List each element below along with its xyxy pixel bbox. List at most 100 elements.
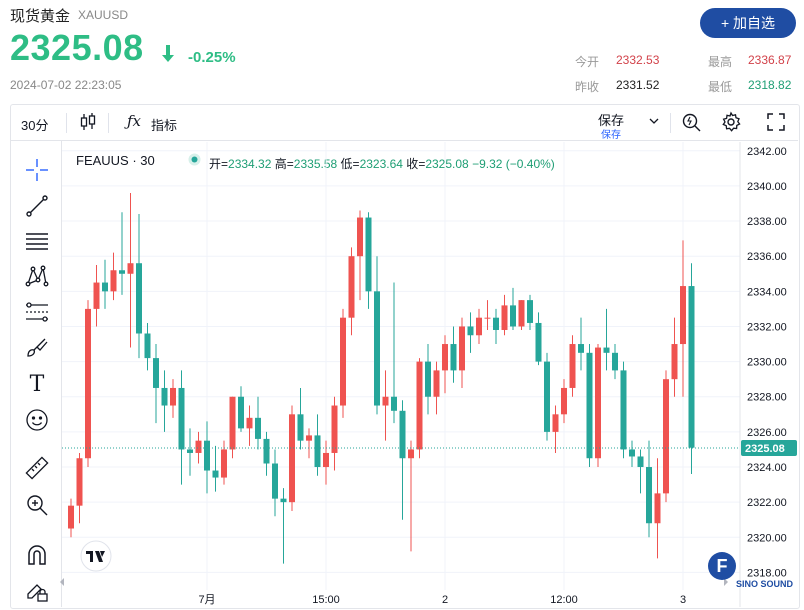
candle-body — [637, 456, 644, 468]
candle-body — [654, 493, 661, 524]
close-label: 收 — [406, 157, 419, 171]
low-label: 最低 — [708, 80, 733, 94]
text-tool-icon[interactable]: T — [29, 371, 45, 397]
y-tick-label: 2338.00 — [747, 216, 787, 228]
candle-body — [323, 452, 329, 468]
candle-body — [314, 435, 321, 468]
candle-body — [399, 410, 406, 459]
ruler-icon[interactable] — [24, 455, 50, 481]
candle-body — [306, 435, 312, 441]
candle-body — [187, 449, 193, 453]
crosshair-icon[interactable] — [24, 157, 50, 183]
y-tick-label: 2336.00 — [747, 251, 787, 263]
candle-body — [688, 286, 695, 448]
last-price-tag — [741, 440, 797, 457]
candle-body — [280, 498, 287, 503]
candle-body — [612, 352, 618, 371]
trendline-icon[interactable] — [24, 193, 50, 219]
interval-selector[interactable]: 30分 — [21, 118, 49, 133]
toolbar-divider — [11, 140, 798, 141]
fullscreen-icon[interactable] — [765, 111, 787, 138]
candle-body — [161, 387, 168, 406]
candle-body — [603, 347, 610, 353]
candle-body — [229, 396, 236, 450]
instrument-symbol: XAUUSD — [78, 8, 129, 22]
add-watchlist-button[interactable]: + 加自选 — [700, 8, 796, 38]
y-tick-label: 2320.00 — [747, 532, 787, 544]
candle-body — [680, 286, 686, 345]
y-tick-label: 2332.00 — [747, 321, 787, 333]
series-name: FEAUUS · 30 — [76, 153, 155, 168]
candle-body — [578, 344, 584, 353]
gear-icon[interactable] — [720, 111, 742, 138]
candle-body — [408, 449, 414, 459]
candle-body — [204, 440, 210, 471]
x-tick-label: 15:00 — [312, 594, 340, 606]
open-label: 开 — [209, 157, 222, 171]
candle-body — [527, 300, 533, 323]
candle-body — [484, 317, 491, 319]
prev-close-value: 2331.52 — [616, 78, 660, 92]
candle-body — [467, 326, 474, 336]
candle-body — [450, 344, 457, 371]
high-value: 2336.87 — [748, 53, 792, 67]
chevron-down-icon[interactable] — [648, 114, 660, 132]
close-value: 2325.08 — [425, 157, 469, 171]
candle-body — [136, 263, 142, 334]
y-tick-label: 2340.00 — [747, 181, 787, 193]
candle-body — [501, 305, 508, 330]
fx-icon[interactable]: ƒx — [127, 112, 142, 130]
candle-body — [221, 449, 227, 478]
y-tick-label: 2330.00 — [747, 357, 787, 369]
candle-body — [110, 270, 117, 292]
candle-body — [195, 440, 202, 453]
candle-body — [255, 417, 261, 439]
magnet-icon[interactable] — [24, 542, 50, 568]
emoji-icon[interactable] — [24, 407, 50, 433]
horizontal-lines-icon[interactable] — [24, 228, 50, 254]
x-tick-label: 2 — [442, 594, 448, 606]
save-button[interactable]: 保存 — [598, 113, 625, 128]
candle-style-icon[interactable] — [79, 112, 97, 137]
brush-icon[interactable] — [24, 335, 50, 361]
candle-body — [153, 358, 159, 388]
candle-body — [476, 317, 482, 336]
candle-body — [297, 414, 304, 441]
candle-body — [272, 463, 278, 499]
y-tick-label: 2322.00 — [747, 497, 787, 509]
zoom-in-icon[interactable] — [24, 492, 50, 518]
price-change-percent: -0.25% — [188, 49, 236, 66]
candle-body — [102, 282, 108, 292]
candle-body — [127, 263, 134, 274]
quick-search-icon[interactable] — [681, 111, 703, 138]
y-tick-label: 2342.00 — [747, 146, 787, 158]
candle-body — [510, 305, 516, 327]
fib-retracement-icon[interactable] — [24, 299, 50, 325]
candle-body — [518, 300, 525, 327]
candle-body — [391, 396, 397, 411]
pattern-icon[interactable] — [24, 263, 50, 289]
x-tick-label: 3 — [680, 594, 686, 606]
indicators-button[interactable]: 指标 — [151, 118, 178, 133]
sino-sound-logo: F — [708, 552, 736, 580]
candle-body — [238, 396, 244, 429]
visibility-dot-icon[interactable] — [188, 153, 201, 169]
scroll-left-icon — [60, 578, 64, 586]
candle-body — [433, 370, 440, 397]
candle-body — [331, 405, 338, 453]
lock-drawing-icon[interactable] — [24, 578, 50, 604]
down-arrow-icon — [160, 43, 176, 68]
candle-body — [76, 458, 83, 506]
y-tick-label: 2326.00 — [747, 427, 787, 439]
candle-body — [289, 414, 295, 503]
candle-body — [544, 361, 550, 432]
ohlc-readout: 开=2334.32 高=2335.58 低=2323.64 收=2325.08 … — [209, 157, 555, 171]
y-tick-label: 2324.00 — [747, 462, 787, 474]
scroll-right-icon — [724, 578, 728, 586]
candle-body — [586, 352, 593, 459]
candle-body — [416, 361, 423, 450]
prev-close-label: 昨收 — [575, 80, 600, 94]
candle-body — [144, 333, 151, 359]
candle-body — [459, 326, 465, 371]
